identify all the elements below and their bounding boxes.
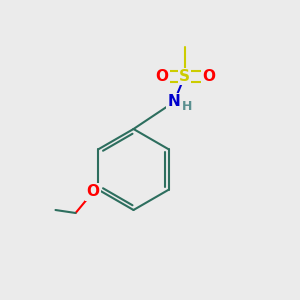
Text: O: O [155, 69, 169, 84]
Text: O: O [202, 69, 215, 84]
Text: O: O [86, 184, 100, 200]
Text: S: S [179, 69, 190, 84]
Text: N: N [168, 94, 180, 110]
Text: H: H [182, 100, 193, 113]
